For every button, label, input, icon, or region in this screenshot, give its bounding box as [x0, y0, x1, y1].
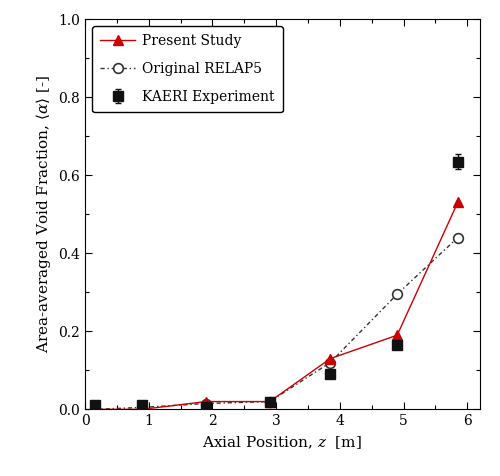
Present Study [328, 356, 334, 361]
Original RELAP5 [454, 235, 460, 240]
Present Study [454, 199, 460, 205]
Original RELAP5 [267, 399, 273, 405]
Original RELAP5 [394, 291, 400, 297]
Legend: Present Study, Original RELAP5, KAERI Experiment: Present Study, Original RELAP5, KAERI Ex… [92, 26, 283, 112]
X-axis label: Axial Position, $z$  [m]: Axial Position, $z$ [m] [202, 434, 362, 450]
Original RELAP5 [92, 407, 98, 412]
Present Study [203, 399, 209, 405]
Line: Present Study: Present Study [90, 198, 462, 414]
Line: Original RELAP5: Original RELAP5 [90, 233, 462, 414]
Original RELAP5 [328, 360, 334, 366]
Present Study [394, 332, 400, 338]
Present Study [92, 407, 98, 412]
Present Study [140, 407, 145, 412]
Y-axis label: Area-averaged Void Fraction, $\langle\alpha\rangle$ [-]: Area-averaged Void Fraction, $\langle\al… [34, 75, 52, 353]
Original RELAP5 [140, 405, 145, 410]
Present Study [267, 399, 273, 405]
Original RELAP5 [203, 401, 209, 407]
